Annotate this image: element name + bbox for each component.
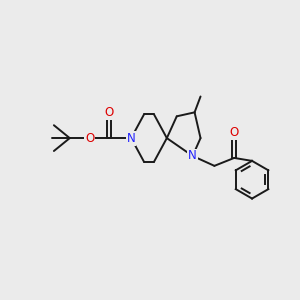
Text: N: N (188, 149, 197, 162)
Text: O: O (230, 126, 239, 139)
Text: O: O (105, 106, 114, 119)
Text: N: N (127, 132, 136, 145)
Text: O: O (85, 132, 94, 145)
